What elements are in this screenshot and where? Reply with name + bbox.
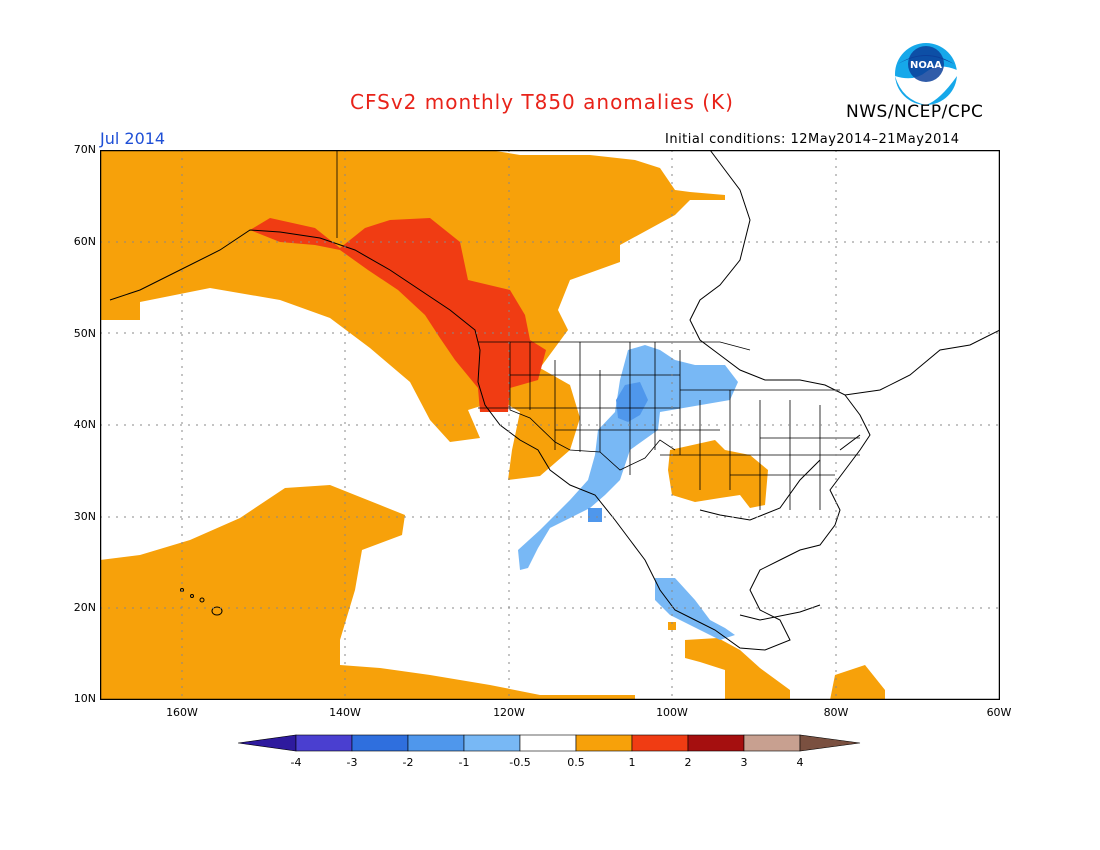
colorbar-label: 1 xyxy=(628,756,636,769)
lon-label-80w: 80W xyxy=(823,706,849,719)
warm-south-central-us xyxy=(668,440,768,508)
lat-label-70n: 70N xyxy=(73,143,96,156)
colorbar-swatch xyxy=(295,734,353,752)
cool-plains-mexico xyxy=(518,345,738,570)
warm-small-cell xyxy=(668,622,676,630)
colorbar-swatch xyxy=(687,734,745,752)
color-bar xyxy=(238,734,861,752)
warm-subtropical-pacific xyxy=(100,485,635,700)
warm-core-pacific-northwest xyxy=(250,218,546,412)
warm-central-america xyxy=(685,638,790,700)
logo-text: NOAA xyxy=(910,60,942,71)
colorbar-swatch xyxy=(575,734,633,752)
month-label: Jul 2014 xyxy=(100,129,166,148)
initial-conditions-label: Initial conditions: 12May2014–21May2014 xyxy=(665,132,960,147)
colorbar-label: 4 xyxy=(796,756,804,769)
lon-label-160w: 160W xyxy=(166,706,198,719)
colorbar-swatch xyxy=(743,734,801,752)
colorbar-swatch xyxy=(407,734,465,752)
agency-label: NWS/NCEP/CPC xyxy=(846,102,984,122)
warm-north-pacific-canada-west xyxy=(100,150,180,190)
cool-core-cell-2 xyxy=(588,508,602,522)
colorbar-label: -4 xyxy=(290,756,302,769)
colorbar-label: -3 xyxy=(346,756,358,769)
lon-label-100w: 100W xyxy=(656,706,688,719)
borders xyxy=(336,150,860,510)
colorbar-label: 2 xyxy=(684,756,692,769)
warm-caribbean xyxy=(830,665,885,700)
colorbar-swatch xyxy=(463,734,521,752)
colorbar-label: 0.5 xyxy=(567,756,585,769)
lat-label-10n: 10N xyxy=(73,692,96,705)
lon-label-60w: 60W xyxy=(986,706,1012,719)
colorbar-label: -2 xyxy=(402,756,414,769)
noaa-logo: NOAA xyxy=(895,43,957,105)
chart-title: CFSv2 monthly T850 anomalies (K) xyxy=(350,90,734,114)
lon-label-140w: 140W xyxy=(329,706,361,719)
colorbar-swatch xyxy=(519,734,577,752)
lat-label-50n: 50N xyxy=(73,327,96,340)
anomaly-map xyxy=(100,150,1000,700)
colorbar-label: -1 xyxy=(458,756,470,769)
colorbar-label: 3 xyxy=(740,756,748,769)
cool-core-plains xyxy=(616,382,648,422)
cool-south-mexico xyxy=(655,578,735,640)
colorbar-swatch xyxy=(351,734,409,752)
colorbar-arrow-low xyxy=(238,734,297,752)
lat-label-20n: 20N xyxy=(73,601,96,614)
coastlines xyxy=(109,150,1000,651)
map-frame xyxy=(100,150,1000,700)
colorbar-label: -0.5 xyxy=(509,756,531,769)
colorbar-arrow-high xyxy=(799,734,861,752)
lat-label-60n: 60N xyxy=(73,235,96,248)
lat-label-40n: 40N xyxy=(73,418,96,431)
lon-label-120w: 120W xyxy=(493,706,525,719)
lat-label-30n: 30N xyxy=(73,510,96,523)
colorbar-swatch xyxy=(631,734,689,752)
gridlines xyxy=(100,150,1000,700)
